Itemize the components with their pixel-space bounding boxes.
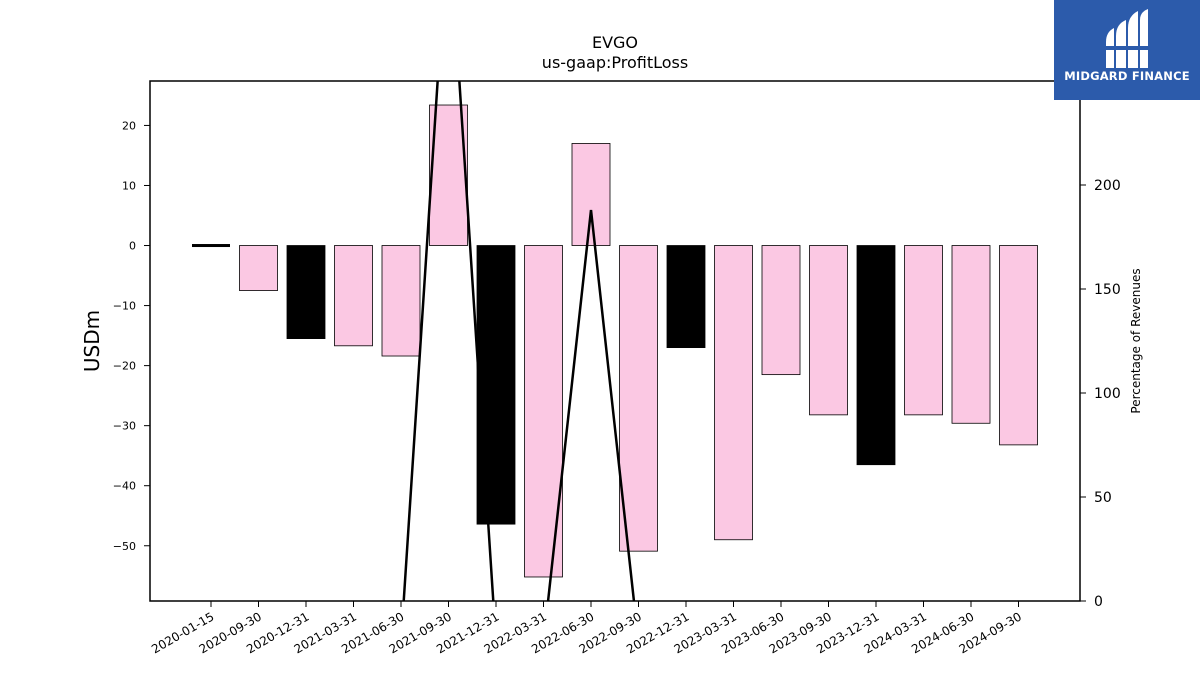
bar [192, 244, 230, 248]
y-tick-label: −50 [113, 540, 136, 553]
line-layer [402, 81, 636, 601]
chart-title: EVGO [592, 33, 638, 52]
bar [286, 245, 326, 339]
y-tick-label: 20 [122, 119, 136, 132]
percentage-line [402, 81, 636, 601]
bar [429, 104, 468, 246]
y2-tick-label: 200 [1094, 178, 1121, 194]
y2-axis-label: Percentage of Revenues [1129, 268, 1143, 413]
y2-tick-label: 150 [1094, 282, 1121, 298]
brand-logo: MIDGARD FINANCE [1054, 0, 1200, 100]
bar [476, 245, 516, 525]
bar [809, 245, 848, 416]
y-tick-label: −30 [113, 420, 136, 433]
bar [239, 245, 278, 291]
bar [714, 245, 753, 541]
y-axis-label: USDm [80, 310, 104, 372]
y2-tick-label: 50 [1094, 490, 1112, 506]
bar [381, 245, 421, 357]
midgard-logo-icon [1106, 9, 1148, 68]
bar [666, 245, 706, 349]
bar [571, 143, 611, 246]
bar [856, 245, 896, 466]
bar [904, 245, 943, 416]
plot-frame [149, 80, 1081, 602]
x-axis-ticks: 2020-01-152020-09-302020-12-312021-03-31… [149, 601, 1024, 656]
bar [619, 245, 658, 552]
y2-tick-label: 100 [1094, 386, 1121, 402]
logo-text: MIDGARD FINANCE [1064, 69, 1190, 83]
bar [334, 245, 373, 347]
bars-layer [192, 104, 1038, 578]
bar [999, 245, 1038, 446]
y-tick-label: 0 [129, 240, 136, 253]
chart-subtitle: us-gaap:ProfitLoss [542, 53, 688, 72]
bar [761, 245, 801, 376]
y-tick-label: −20 [113, 360, 136, 373]
y2-tick-label: 0 [1094, 594, 1103, 610]
y2-axis-ticks: 0 50 100 150 200 [1080, 178, 1121, 610]
y-axis-ticks: −50 −40 −30 −20 −10 0 10 20 [113, 119, 150, 553]
y-tick-label: −40 [113, 480, 136, 493]
y-tick-label: −10 [113, 300, 136, 313]
y-tick-label: 10 [122, 179, 136, 192]
bar [951, 245, 991, 424]
